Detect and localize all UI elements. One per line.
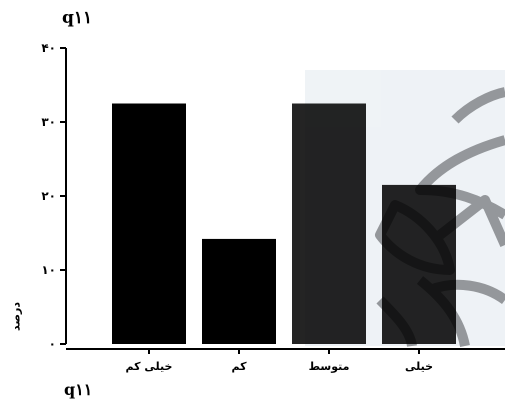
x-axis-label: q۱۱ [64,380,93,399]
y-tick-label: ۱۰ [41,263,56,277]
bar [292,103,366,344]
chart-title: q۱۱ [62,8,93,28]
y-tick-label: ۰ [49,337,56,351]
y-tick-label: ۴۰ [41,41,56,55]
bar [382,184,456,344]
x-tick-label: کم [231,360,247,373]
bar [202,238,276,344]
x-tick-label: متوسط [309,360,350,373]
bar [112,103,186,344]
x-tick-label: خیلی [405,360,433,373]
y-ticks: ۰ ۱۰ ۲۰ ۳۰ ۴۰ [41,41,66,351]
y-tick-label: ۲۰ [41,189,56,203]
x-tick-label: خیلی کم [126,360,173,373]
bars [112,103,456,344]
x-ticks: خیلی کم کم متوسط خیلی [126,349,433,373]
y-tick-label: ۳۰ [41,115,56,129]
